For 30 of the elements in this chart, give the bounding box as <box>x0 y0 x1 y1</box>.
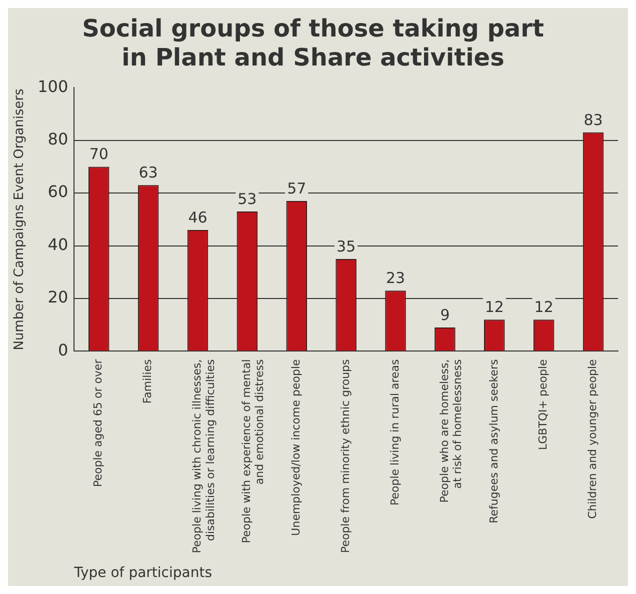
x-tick-label: Unemployed/low income people <box>289 359 302 536</box>
y-tick-label: 80 <box>48 129 68 148</box>
data-label: 53 <box>238 190 257 208</box>
data-label: 57 <box>287 179 306 198</box>
x-tick-label: People from minority ethnic groups <box>338 358 352 554</box>
data-label: 46 <box>188 208 208 226</box>
data-label: 70 <box>89 145 108 164</box>
y-tick-label: 60 <box>48 182 68 202</box>
x-tick-label: Families <box>141 358 154 404</box>
data-label: 12 <box>484 298 504 316</box>
y-axis-title: Number of Campaigns Event Organisers <box>12 88 28 350</box>
x-tick-label: People living in rural areas <box>388 358 402 506</box>
chart-title: Social groups of those taking part in Plant and Share activities <box>82 14 544 72</box>
x-tick-label: People aged 65 or over <box>92 358 105 488</box>
data-label: 23 <box>386 268 406 287</box>
data-label: 9 <box>440 306 450 324</box>
y-tick-label: 100 <box>38 76 68 96</box>
y-tick-label: 20 <box>48 288 68 307</box>
x-tick-label: People living with chronic illnesses, disabilities or learning difficulties <box>190 358 217 554</box>
y-tick-label: 40 <box>48 234 68 254</box>
x-tick-label: Refugees and asylum seekers <box>487 358 500 524</box>
data-label: 35 <box>336 237 356 256</box>
y-tick-label: 0 <box>58 340 68 360</box>
data-label: 83 <box>584 110 603 129</box>
x-tick-label: People who are homeless, at risk of homelessness <box>438 358 464 503</box>
x-tick-label: Children and younger people <box>586 359 600 519</box>
x-axis-title: Type of participants <box>73 565 212 582</box>
data-label: 12 <box>534 298 554 316</box>
x-tick-label: LGBTQI+ people <box>536 359 550 450</box>
data-label: 63 <box>138 164 158 182</box>
